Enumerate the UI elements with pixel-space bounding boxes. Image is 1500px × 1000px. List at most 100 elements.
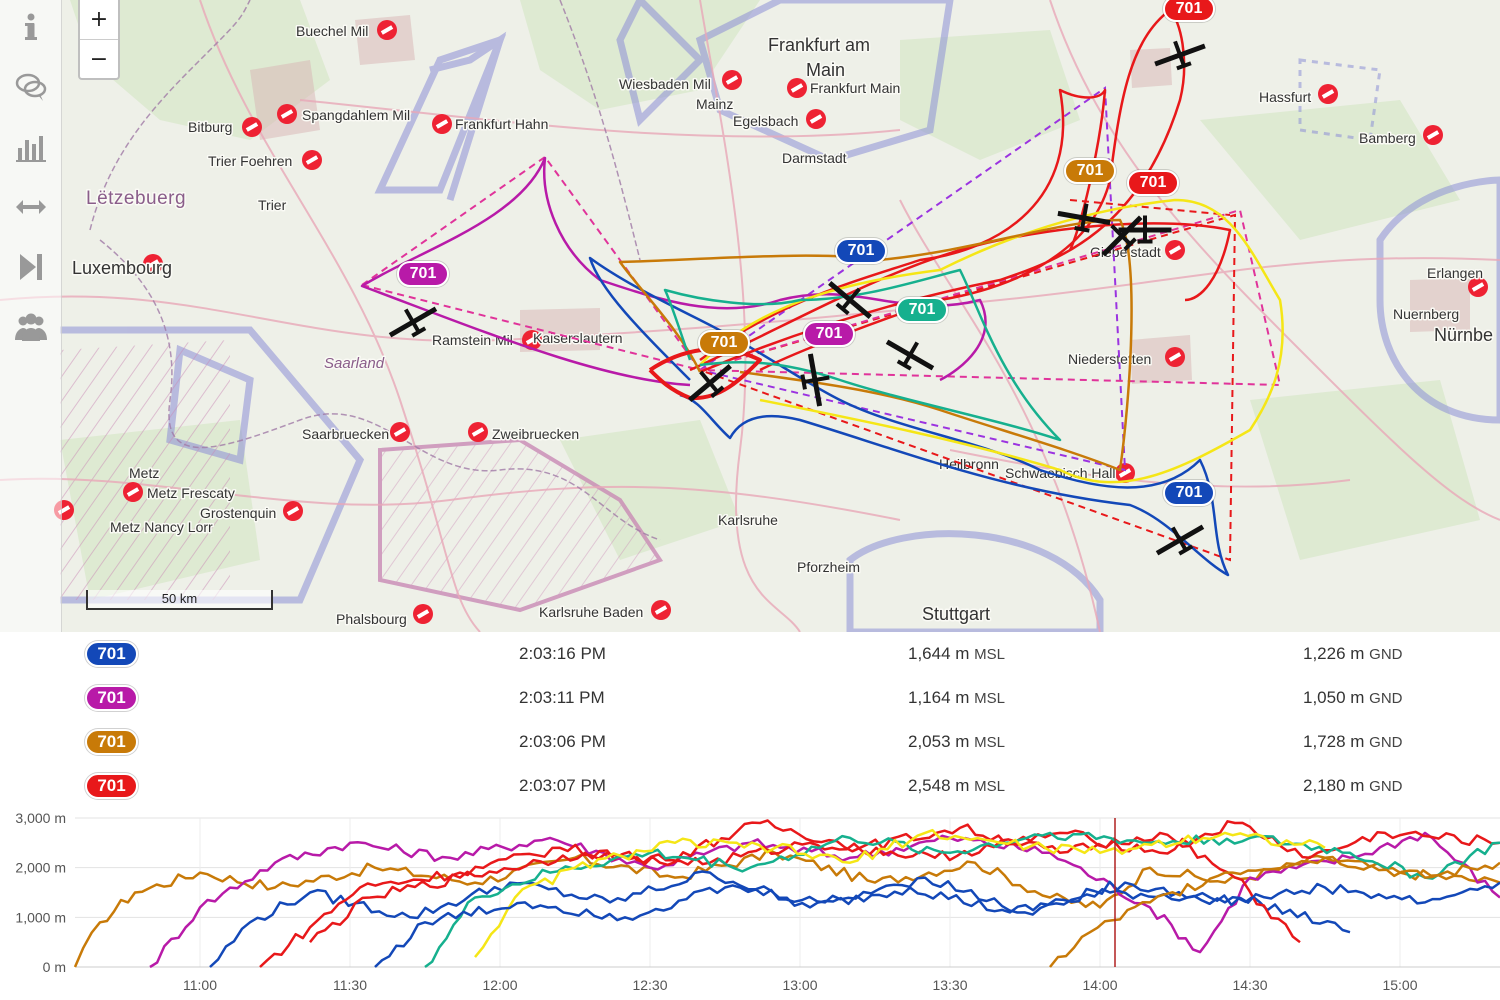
pilot-badge[interactable]: 701 <box>698 330 750 356</box>
pilot-badge[interactable]: 701 <box>397 261 449 287</box>
scale-bar: 50 km <box>86 590 273 610</box>
place-label: Zweibruecken <box>492 426 579 442</box>
pilot-badge[interactable]: 701 <box>1064 158 1116 184</box>
place-label: Buechel Mil <box>296 23 368 39</box>
map-canvas[interactable]: Frankfurt am Main Wiesbaden Mil Mainz Fr… <box>0 0 1500 632</box>
skip-end-icon <box>20 254 42 280</box>
place-label: Darmstadt <box>782 150 847 166</box>
place-label: Metz <box>129 465 159 481</box>
pilot-badge: 701 <box>85 773 138 799</box>
place-label: Nuernberg <box>1393 306 1459 322</box>
statistics-icon <box>16 136 46 162</box>
barogram-chart[interactable]: 3,000 m 2,000 m 1,000 m 0 m 11:00 11:30 12:00… <box>0 810 1500 1000</box>
altitude-gnd: 1,226 m GND <box>1303 644 1403 663</box>
zoom-out-button[interactable]: − <box>80 39 118 78</box>
x-tick-label: 11:00 <box>183 977 217 993</box>
place-label: Mainz <box>696 96 733 112</box>
place-label: Frankfurt am <box>768 35 870 55</box>
place-label: Kaiserslautern <box>533 330 623 346</box>
fix-time: 2:03:11 PM <box>519 688 605 707</box>
altitude-msl: 2,053 m MSL <box>908 732 1006 751</box>
x-tick-label: 12:00 <box>482 977 517 993</box>
chat-icon <box>15 73 47 101</box>
x-tick-label: 13:00 <box>782 977 817 993</box>
fix-time: 2:03:06 PM <box>519 732 606 751</box>
statistics-button[interactable] <box>8 124 54 170</box>
pilot-badge[interactable]: 701 <box>803 321 855 347</box>
altitude-series-line <box>73 848 1500 968</box>
altitude-gnd: 1,728 m GND <box>1303 732 1403 751</box>
x-tick-label: 14:30 <box>1232 977 1267 993</box>
place-label: Egelsbach <box>733 113 798 129</box>
place-label: Nürnbe <box>1434 325 1493 345</box>
altitude-series-line <box>209 870 1351 968</box>
pilot-info-row[interactable]: 701 2:03:11 PM 1,164 m MSL 1,050 m GND <box>0 676 1500 720</box>
info-button[interactable] <box>8 4 54 50</box>
fix-time: 2:03:07 PM <box>519 776 606 795</box>
place-label: Trier <box>258 197 287 213</box>
place-label: Stuttgart <box>922 604 990 624</box>
aerodrome-markers <box>54 20 1488 624</box>
barogram-series <box>73 819 1500 969</box>
place-label: Pforzheim <box>797 559 860 575</box>
place-label: Phalsbourg <box>336 611 407 627</box>
altitude-msl: 1,644 m MSL <box>908 644 1006 663</box>
place-label: Luxembourg <box>72 258 172 278</box>
pilot-badge: 701 <box>85 641 138 667</box>
place-label: Main <box>806 60 845 80</box>
place-label: Lëtzebuerg <box>86 188 186 209</box>
barogram-svg[interactable]: 3,000 m 2,000 m 1,000 m 0 m 11:00 11:30 12:00… <box>0 810 1500 1000</box>
altitude-msl: 2,548 m MSL <box>908 776 1006 795</box>
range-button[interactable] <box>8 184 54 230</box>
place-label: Hassfurt <box>1259 89 1311 105</box>
x-tick-label: 15:00 <box>1382 977 1417 993</box>
altitude-gnd: 1,050 m GND <box>1303 688 1403 707</box>
place-label: Bitburg <box>188 119 232 135</box>
place-label: Niederstetten <box>1068 351 1151 367</box>
skip-to-end-button[interactable] <box>8 244 54 290</box>
place-label: Trier Foehren <box>208 153 292 169</box>
pilot-badge[interactable]: 701 <box>896 297 948 323</box>
glider-markers <box>388 40 1206 556</box>
place-label: Karlsruhe Baden <box>539 604 643 620</box>
altitude-series-line <box>374 876 1500 968</box>
zoom-control: + − <box>78 0 120 80</box>
y-tick-label: 2,000 m <box>15 860 66 876</box>
y-tick-label: 1,000 m <box>15 909 66 925</box>
place-label: Metz Frescaty <box>147 485 235 501</box>
info-icon <box>25 13 37 40</box>
x-tick-label: 14:00 <box>1082 977 1117 993</box>
pilot-info-row[interactable]: 701 2:03:07 PM 2,548 m MSL 2,180 m GND <box>0 764 1500 808</box>
altitude-series-line <box>309 820 1500 943</box>
place-label: Bamberg <box>1359 130 1416 146</box>
borders <box>89 0 661 541</box>
pilot-badge[interactable]: 701 <box>1163 480 1215 506</box>
pilot-badge[interactable]: 701 <box>1127 170 1179 196</box>
place-label: Spangdahlem Mil <box>302 107 410 123</box>
pilot-info-row[interactable]: 701 2:03:16 PM 1,644 m MSL 1,226 m GND <box>0 632 1500 676</box>
pilot-badge: 701 <box>85 685 138 711</box>
y-tick-label: 0 m <box>43 959 66 975</box>
place-label: Saarbruecken <box>302 426 389 442</box>
altitude-series-line <box>259 819 1301 968</box>
place-label: Wiesbaden Mil <box>619 76 711 92</box>
barogram-grid <box>75 817 1500 968</box>
altitude-series-line <box>149 831 1500 969</box>
group-button[interactable] <box>8 304 54 350</box>
place-label: Karlsruhe <box>718 512 778 528</box>
barogram-x-axis: 11:00 11:30 12:00 12:30 13:00 13:30 14:00 14:30… <box>183 977 1418 993</box>
place-label: Saarland <box>324 355 385 372</box>
place-label: Frankfurt Main <box>810 80 900 96</box>
place-labels: Frankfurt am Main Wiesbaden Mil Mainz Fr… <box>71 22 1495 629</box>
pilot-badge[interactable]: 701 <box>1163 0 1215 22</box>
map-sidebar <box>0 0 62 632</box>
x-tick-label: 11:30 <box>333 977 367 993</box>
chat-button[interactable] <box>8 64 54 110</box>
place-label: Schwaebisch Hall <box>1005 465 1116 481</box>
pilot-badge[interactable]: 701 <box>835 238 887 264</box>
pilot-info-row[interactable]: 701 2:03:06 PM 2,053 m MSL 1,728 m GND <box>0 720 1500 764</box>
zoom-in-button[interactable]: + <box>89 7 109 32</box>
barogram-y-axis: 3,000 m 2,000 m 1,000 m 0 m <box>15 810 66 975</box>
map-view[interactable]: Frankfurt am Main Wiesbaden Mil Mainz Fr… <box>0 0 1500 632</box>
